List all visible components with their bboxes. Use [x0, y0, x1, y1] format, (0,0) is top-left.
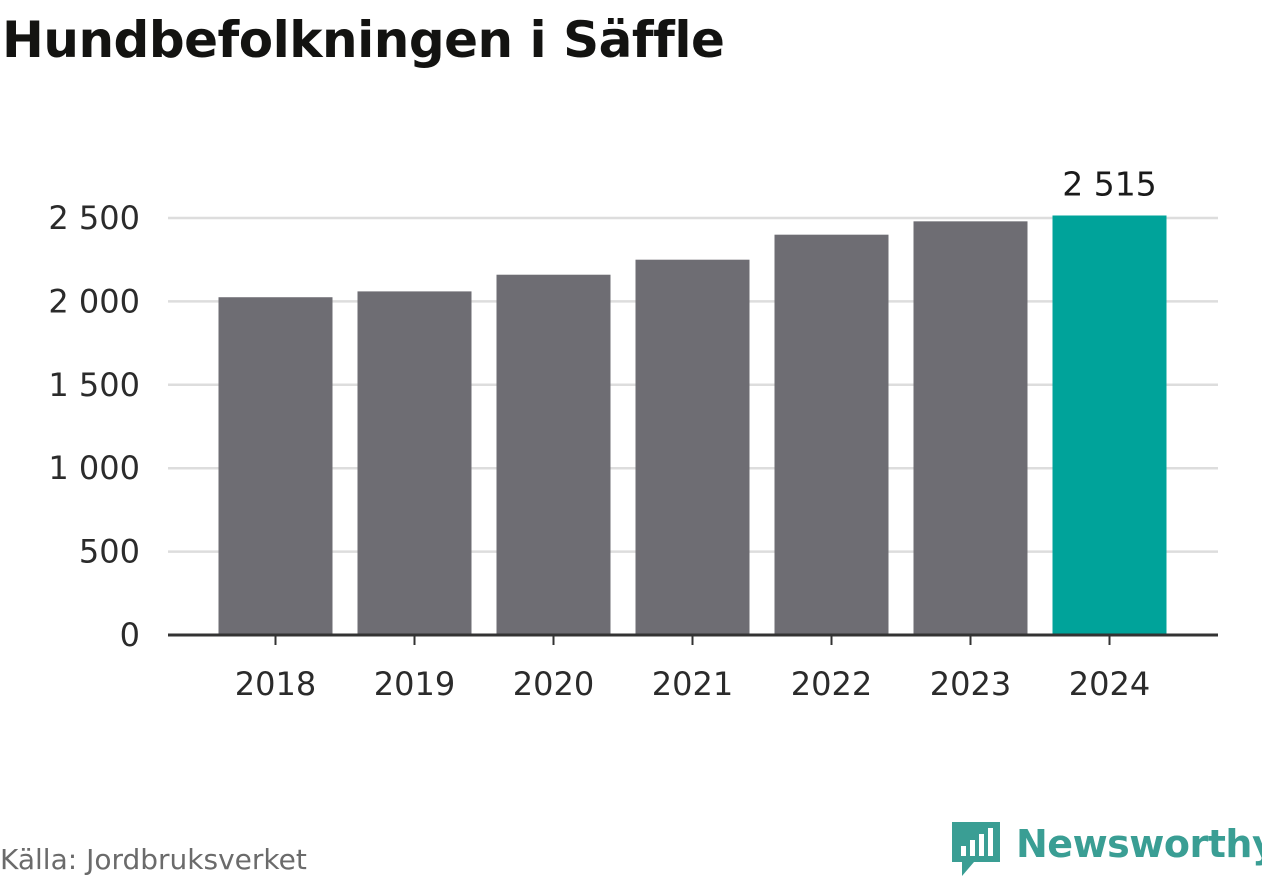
x-tick-label: 2019	[374, 665, 455, 703]
y-axis-tick-labels: 0 500 1 000 1 500 2 000 2 500	[48, 199, 140, 654]
source-note: Källa: Jordbruksverket	[0, 843, 307, 876]
x-tick-label: 2018	[235, 665, 316, 703]
bar-2019	[357, 291, 472, 635]
y-tick-label: 1 000	[48, 449, 140, 487]
bar-2021	[635, 259, 750, 635]
value-label-2024: 2 515	[1062, 164, 1156, 203]
y-tick-label: 2 000	[48, 282, 140, 320]
x-tick-label: 2022	[791, 665, 872, 703]
bar-2018	[218, 297, 333, 635]
x-tick-label: 2024	[1069, 665, 1150, 703]
bar-2020	[496, 274, 611, 635]
brand-name: Newsworthy	[1016, 822, 1262, 866]
bar-2022	[774, 234, 889, 635]
brand-logo: Newsworthy	[950, 818, 1262, 880]
y-tick-label: 2 500	[48, 199, 140, 237]
x-axis	[168, 633, 1218, 645]
x-tick-label: 2023	[930, 665, 1011, 703]
y-tick-label: 1 500	[48, 366, 140, 404]
value-labels: 2 515	[1062, 164, 1156, 203]
y-tick-label: 500	[79, 533, 140, 571]
bar-chart-speech-bubble-icon	[952, 822, 1000, 876]
bars	[218, 215, 1167, 636]
x-axis-tick-labels: 2018 2019 2020 2021 2022 2023 2024	[235, 665, 1150, 703]
y-tick-label: 0	[120, 616, 140, 654]
bar-2023	[913, 221, 1028, 635]
bar-2024	[1052, 215, 1167, 636]
x-tick-label: 2020	[513, 665, 594, 703]
x-tick-label: 2021	[652, 665, 733, 703]
chart-title: Hundbefolkningen i Säffle	[2, 11, 725, 69]
